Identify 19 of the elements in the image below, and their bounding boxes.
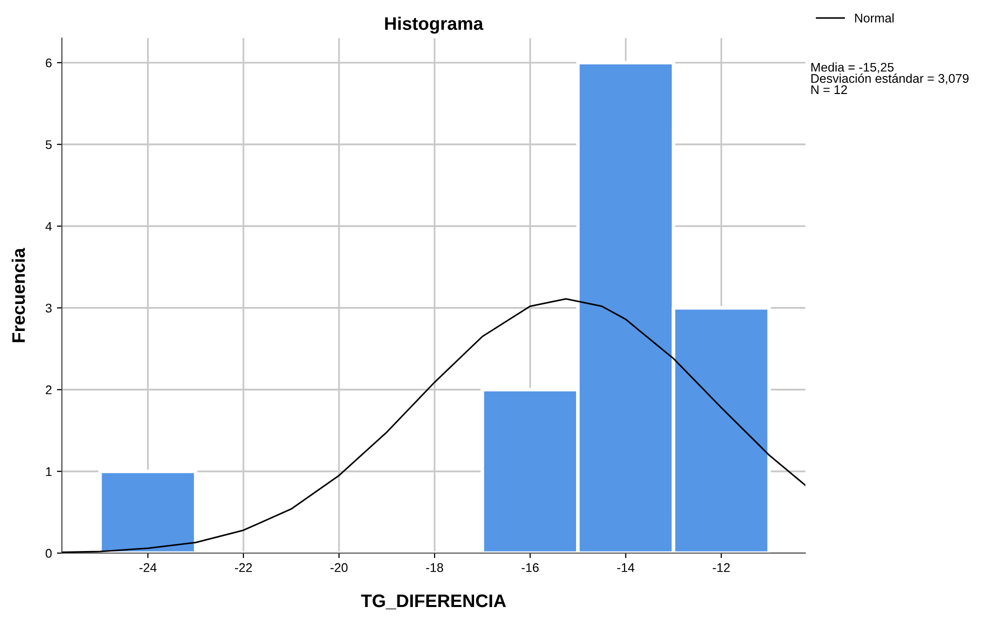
legend-label: Normal: [855, 13, 894, 23]
y-tick-label: 6: [46, 58, 52, 68]
x-tick-label: -16: [522, 563, 539, 572]
y-axis-title: Frecuencia: [12, 248, 25, 342]
x-tick-label: -18: [426, 563, 444, 572]
x-tick-label: -12: [712, 563, 730, 572]
y-tick-label: 1: [46, 467, 52, 476]
text: Media = -15,25 Desviación estándar = 3,079 N = 12: [811, 62, 969, 94]
x-tick-label: -22: [234, 563, 252, 572]
y-tick-label: 3: [46, 304, 52, 313]
x-tick-label: -14: [617, 563, 634, 572]
y-tick-label: 5: [46, 140, 52, 150]
y-tick-label: 2: [46, 385, 52, 394]
x-tick-label: -20: [330, 563, 348, 572]
x-axis-title: TG_DIFERENCIA: [361, 594, 506, 610]
x-tick-label: -24: [139, 563, 157, 572]
y-tick-label: 0: [46, 548, 52, 558]
chart-title: Histograma: [385, 16, 484, 34]
y-tick-label: 4: [45, 222, 52, 231]
